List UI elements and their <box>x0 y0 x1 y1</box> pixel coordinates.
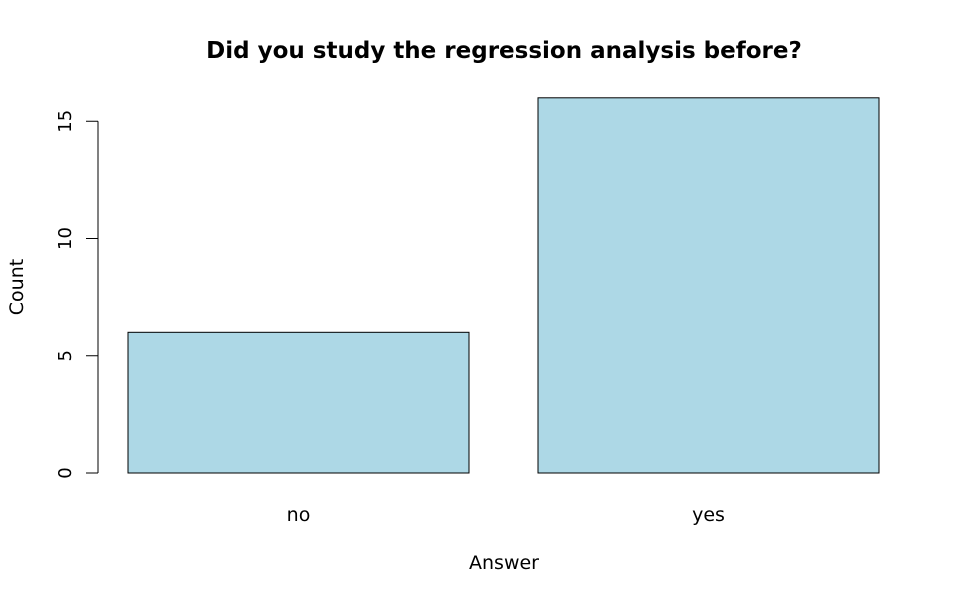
bar-yes <box>537 97 880 474</box>
x-axis-labels: no yes <box>287 504 725 526</box>
y-axis: 0 5 10 15 <box>55 110 99 479</box>
y-tick-label-15: 15 <box>55 110 76 133</box>
bar-no <box>127 331 470 474</box>
y-tick-label-5: 5 <box>55 350 76 361</box>
y-tick-label-10: 10 <box>55 227 76 250</box>
x-tick-label-yes: yes <box>692 504 725 526</box>
y-tick-label-0: 0 <box>55 467 76 478</box>
chart-title: Did you study the regression analysis be… <box>206 38 802 64</box>
bars-group <box>127 97 880 474</box>
y-axis-label: Count <box>6 259 28 315</box>
x-tick-label-no: no <box>287 504 311 526</box>
x-axis-label: Answer <box>469 552 539 574</box>
